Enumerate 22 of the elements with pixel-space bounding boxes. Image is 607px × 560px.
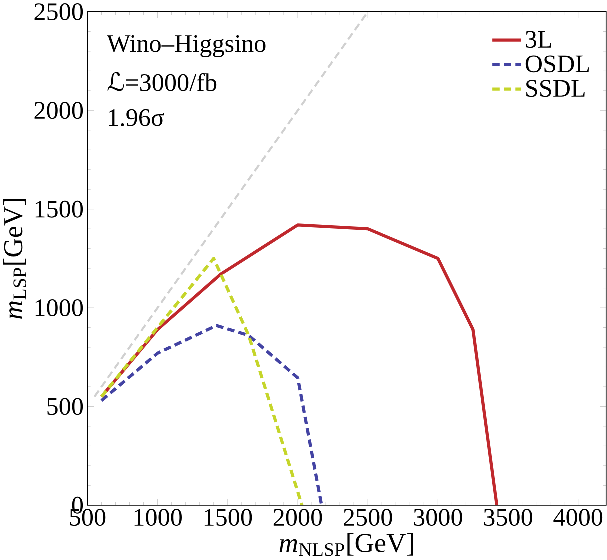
line-series — [100, 257, 304, 506]
x-axis-title: m$_{NLSP}$[GeV] — [280, 533, 414, 556]
y-tick-label: 2000 — [34, 102, 84, 120]
x-tick-label: 4000 — [554, 509, 603, 526]
annotation: 1.96σ — [109, 110, 164, 127]
legend-label: 3L — [526, 31, 552, 48]
y-tick-label: 1000 — [36, 300, 84, 317]
y-tick-label: 500 — [48, 398, 84, 416]
annotation: Wino–Higgsino — [106, 36, 266, 58]
line-series — [100, 324, 324, 506]
x-tick-label: 2500 — [344, 509, 392, 526]
y-axis-title: m$_{LSP}$[GeV] — [3, 199, 26, 320]
x-tick-label: 2000 — [274, 509, 322, 526]
x-tick-label: 1500 — [204, 509, 252, 526]
legend-label: OSDL — [526, 56, 590, 73]
y-tick-label: 2500 — [34, 4, 84, 21]
legend-label: SSDL — [526, 80, 585, 98]
annotation: ℒ=3000/fb — [108, 72, 217, 92]
y-tick-label: 1500 — [36, 200, 84, 218]
x-tick-label: 1000 — [134, 509, 182, 526]
x-tick-label: 3500 — [484, 509, 532, 526]
x-tick-label: 3000 — [414, 509, 462, 526]
